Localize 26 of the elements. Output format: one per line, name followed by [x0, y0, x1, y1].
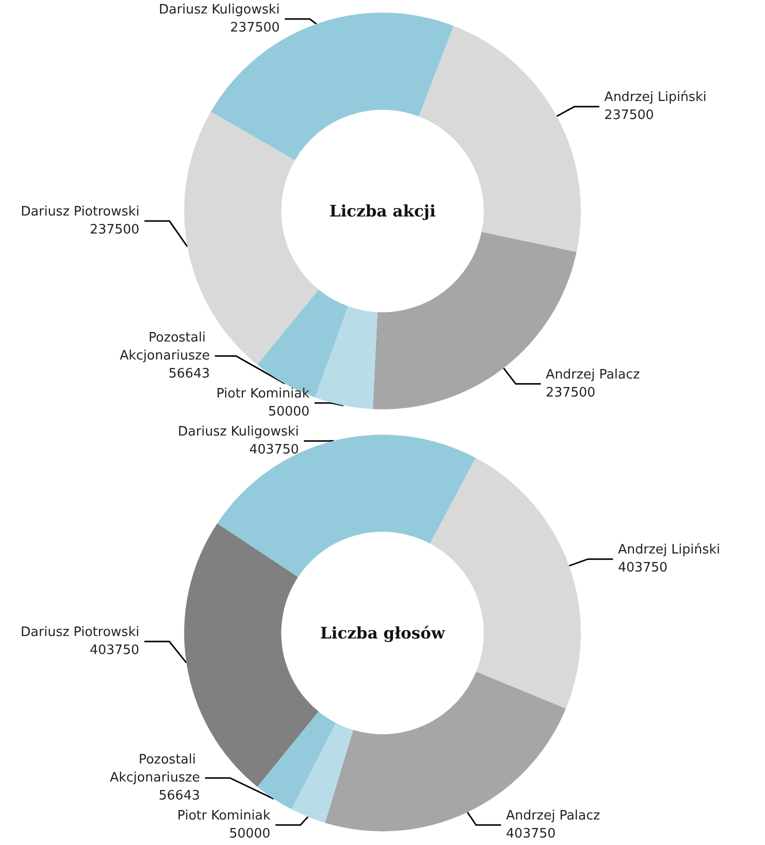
data-label: 50000 [229, 826, 270, 842]
slice-label: Pozostali Akcjonariusze [120, 330, 210, 364]
data-label: 403750 [90, 643, 140, 658]
slice-label: Pozostali Akcjonariusze [110, 752, 200, 786]
text: Liczba akcji [329, 202, 436, 220]
data-label: 50000 [268, 404, 310, 420]
slice-label: Dariusz Piotrowski [20, 204, 140, 220]
data-label: 237500 [230, 20, 280, 36]
data-label: 237500 [604, 108, 654, 124]
text: Liczba głosów [320, 624, 446, 642]
data-label: 403750 [249, 442, 299, 458]
slice-label: Dariusz Kuligowski [178, 424, 299, 440]
data-label: 56643 [158, 788, 200, 804]
slice-label: Dariusz Piotrowski [20, 625, 140, 640]
data-label: 237500 [90, 222, 140, 238]
slice-label: Andrzej Palacz [546, 367, 640, 382]
slice-label: Piotr Kominiak [216, 386, 310, 402]
slice-label: Piotr Kominiak [177, 808, 271, 824]
data-label: 237500 [546, 385, 596, 400]
data-label: 56643 [168, 366, 210, 382]
data-label: 403750 [618, 560, 668, 576]
data-label: 403750 [506, 826, 556, 842]
slice-label: Dariusz Kuligowski [158, 2, 280, 18]
slice-label: Andrzej Palacz [506, 808, 600, 824]
slice-label: Andrzej Lipiński [618, 542, 720, 558]
slice-label: Andrzej Lipiński [604, 90, 706, 106]
